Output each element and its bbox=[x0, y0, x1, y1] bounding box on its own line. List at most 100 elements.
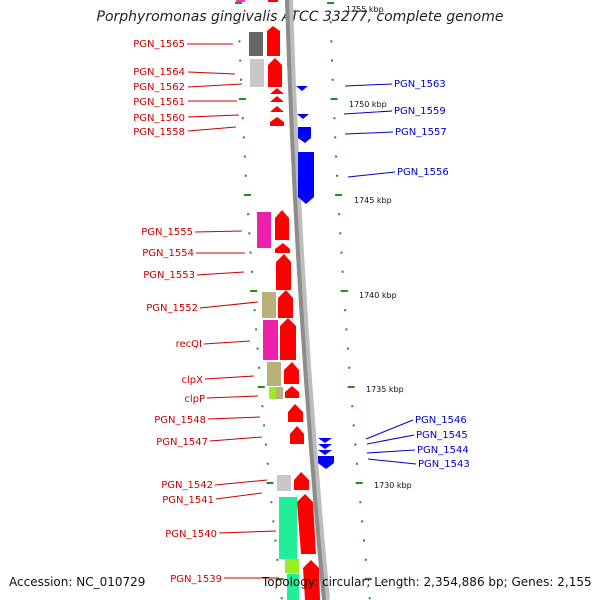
tick-major bbox=[235, 2, 243, 4]
gene-label[interactable]: PGN_1544 bbox=[417, 445, 469, 456]
leader-line bbox=[187, 114, 240, 118]
gene-label[interactable]: clpP bbox=[184, 394, 205, 405]
map-title: Porphyromonas gingivalis ATCC 33277, com… bbox=[96, 9, 504, 25]
ruler-label: 1755 kbp bbox=[346, 5, 384, 14]
gene-arrow[interactable] bbox=[297, 494, 316, 554]
tick-dot bbox=[261, 405, 264, 408]
tick-dot bbox=[255, 328, 258, 331]
gene-label[interactable]: PGN_1554 bbox=[142, 248, 194, 259]
tick-dot bbox=[346, 347, 349, 350]
gene-label[interactable]: PGN_1552 bbox=[146, 303, 198, 314]
gene-arrow[interactable] bbox=[275, 243, 290, 253]
tick-dot bbox=[280, 597, 283, 600]
tick-dot bbox=[359, 501, 362, 504]
reverse-genes bbox=[296, 86, 334, 469]
gene-arrow[interactable] bbox=[318, 438, 332, 443]
gene-arrow[interactable] bbox=[275, 210, 289, 240]
tick-dot bbox=[264, 443, 267, 446]
tick-major bbox=[257, 386, 265, 388]
left-labels: PGN_1565 PGN_1564 PGN_1562 PGN_1561 PGN_… bbox=[133, 39, 279, 585]
gene-label[interactable]: PGN_1546 bbox=[415, 415, 467, 426]
tick-dot bbox=[258, 366, 261, 369]
gene-label[interactable]: PGN_1539 bbox=[170, 574, 222, 585]
gene-label[interactable]: PGN_1548 bbox=[154, 415, 206, 426]
gene-label[interactable]: recQI bbox=[176, 339, 202, 350]
gene-arrow[interactable] bbox=[318, 450, 332, 455]
cog-block bbox=[250, 59, 264, 87]
gene-arrow[interactable] bbox=[280, 318, 296, 360]
gene-arrow[interactable] bbox=[276, 254, 291, 290]
leader-line bbox=[206, 395, 259, 399]
gene-arrow[interactable] bbox=[270, 88, 284, 94]
tick-dot bbox=[351, 405, 354, 408]
leader-line bbox=[344, 131, 394, 135]
leader-line bbox=[209, 436, 263, 442]
gene-label[interactable]: PGN_1556 bbox=[397, 167, 449, 178]
gene-arrow[interactable] bbox=[298, 127, 311, 143]
gene-arrow[interactable] bbox=[284, 362, 299, 384]
cog-block bbox=[267, 362, 281, 386]
tick-dot bbox=[242, 136, 245, 139]
topology-text: Topology: circular; Length: 2,354,886 bp… bbox=[262, 575, 592, 589]
gene-label[interactable]: PGN_1558 bbox=[133, 127, 185, 138]
gene-label[interactable]: PGN_1561 bbox=[133, 97, 185, 108]
gene-label[interactable]: PGN_1543 bbox=[418, 459, 470, 470]
leader-line bbox=[187, 71, 236, 75]
cog-block bbox=[236, 0, 245, 2]
gene-label[interactable]: PGN_1555 bbox=[141, 227, 193, 238]
tick-major bbox=[330, 98, 338, 100]
gene-label[interactable]: PGN_1541 bbox=[162, 495, 214, 506]
gene-arrow[interactable] bbox=[268, 0, 278, 2]
tick-dot bbox=[348, 366, 351, 369]
gene-label[interactable]: PGN_1540 bbox=[165, 529, 217, 540]
gene-arrow[interactable] bbox=[270, 96, 284, 102]
tick-dot bbox=[352, 424, 355, 427]
gene-arrow[interactable] bbox=[318, 444, 332, 449]
leader-line bbox=[215, 492, 263, 500]
gene-label[interactable]: PGN_1559 bbox=[394, 106, 446, 117]
gene-label[interactable]: PGN_1562 bbox=[133, 82, 185, 93]
tick-track-inner bbox=[235, 2, 284, 600]
gene-label[interactable]: PGN_1545 bbox=[416, 430, 468, 441]
ruler-label: 1740 kbp bbox=[359, 291, 397, 300]
right-labels: PGN_1563 PGN_1559 PGN_1557 PGN_1556 PGN_… bbox=[343, 79, 470, 470]
gene-arrow[interactable] bbox=[318, 456, 334, 469]
tick-dot bbox=[329, 21, 332, 24]
gene-label[interactable]: PGN_1565 bbox=[133, 39, 185, 50]
gene-label[interactable]: PGN_1547 bbox=[156, 437, 208, 448]
gene-arrow[interactable] bbox=[297, 114, 309, 119]
leader-line bbox=[344, 83, 393, 87]
gene-label[interactable]: PGN_1564 bbox=[133, 67, 185, 78]
gene-label[interactable]: PGN_1560 bbox=[133, 113, 185, 124]
gene-label[interactable]: clpX bbox=[182, 375, 204, 386]
gene-arrow[interactable] bbox=[290, 426, 304, 444]
tick-dot bbox=[238, 40, 241, 43]
gene-arrow[interactable] bbox=[285, 386, 299, 398]
gene-arrow[interactable] bbox=[296, 86, 308, 91]
gene-arrow[interactable] bbox=[278, 290, 293, 318]
cog-blocks bbox=[236, 0, 299, 600]
tick-dot bbox=[344, 309, 347, 312]
gene-arrow[interactable] bbox=[270, 117, 284, 126]
cog-block bbox=[257, 212, 271, 248]
gene-arrow[interactable] bbox=[294, 472, 309, 490]
leader-line bbox=[199, 301, 259, 309]
tick-major bbox=[364, 578, 372, 580]
gene-arrow[interactable] bbox=[268, 58, 282, 87]
gene-arrow[interactable] bbox=[298, 152, 314, 204]
tick-major bbox=[266, 482, 274, 484]
gene-label[interactable]: PGN_1553 bbox=[143, 270, 195, 281]
accession-text: Accession: NC_010729 bbox=[9, 575, 146, 589]
tick-dot bbox=[250, 270, 253, 273]
leader-line bbox=[203, 340, 251, 345]
gene-label[interactable]: PGN_1542 bbox=[161, 480, 213, 491]
gene-label[interactable]: PGN_1557 bbox=[395, 127, 447, 138]
tick-dot bbox=[333, 117, 336, 120]
tick-dot bbox=[339, 232, 342, 235]
gene-arrow[interactable] bbox=[270, 106, 284, 112]
gene-arrow[interactable] bbox=[288, 404, 303, 422]
gene-label[interactable]: PGN_1563 bbox=[394, 79, 446, 90]
gene-arrow[interactable] bbox=[267, 26, 280, 56]
gene-arrow[interactable] bbox=[303, 560, 320, 600]
cog-block bbox=[276, 387, 283, 399]
